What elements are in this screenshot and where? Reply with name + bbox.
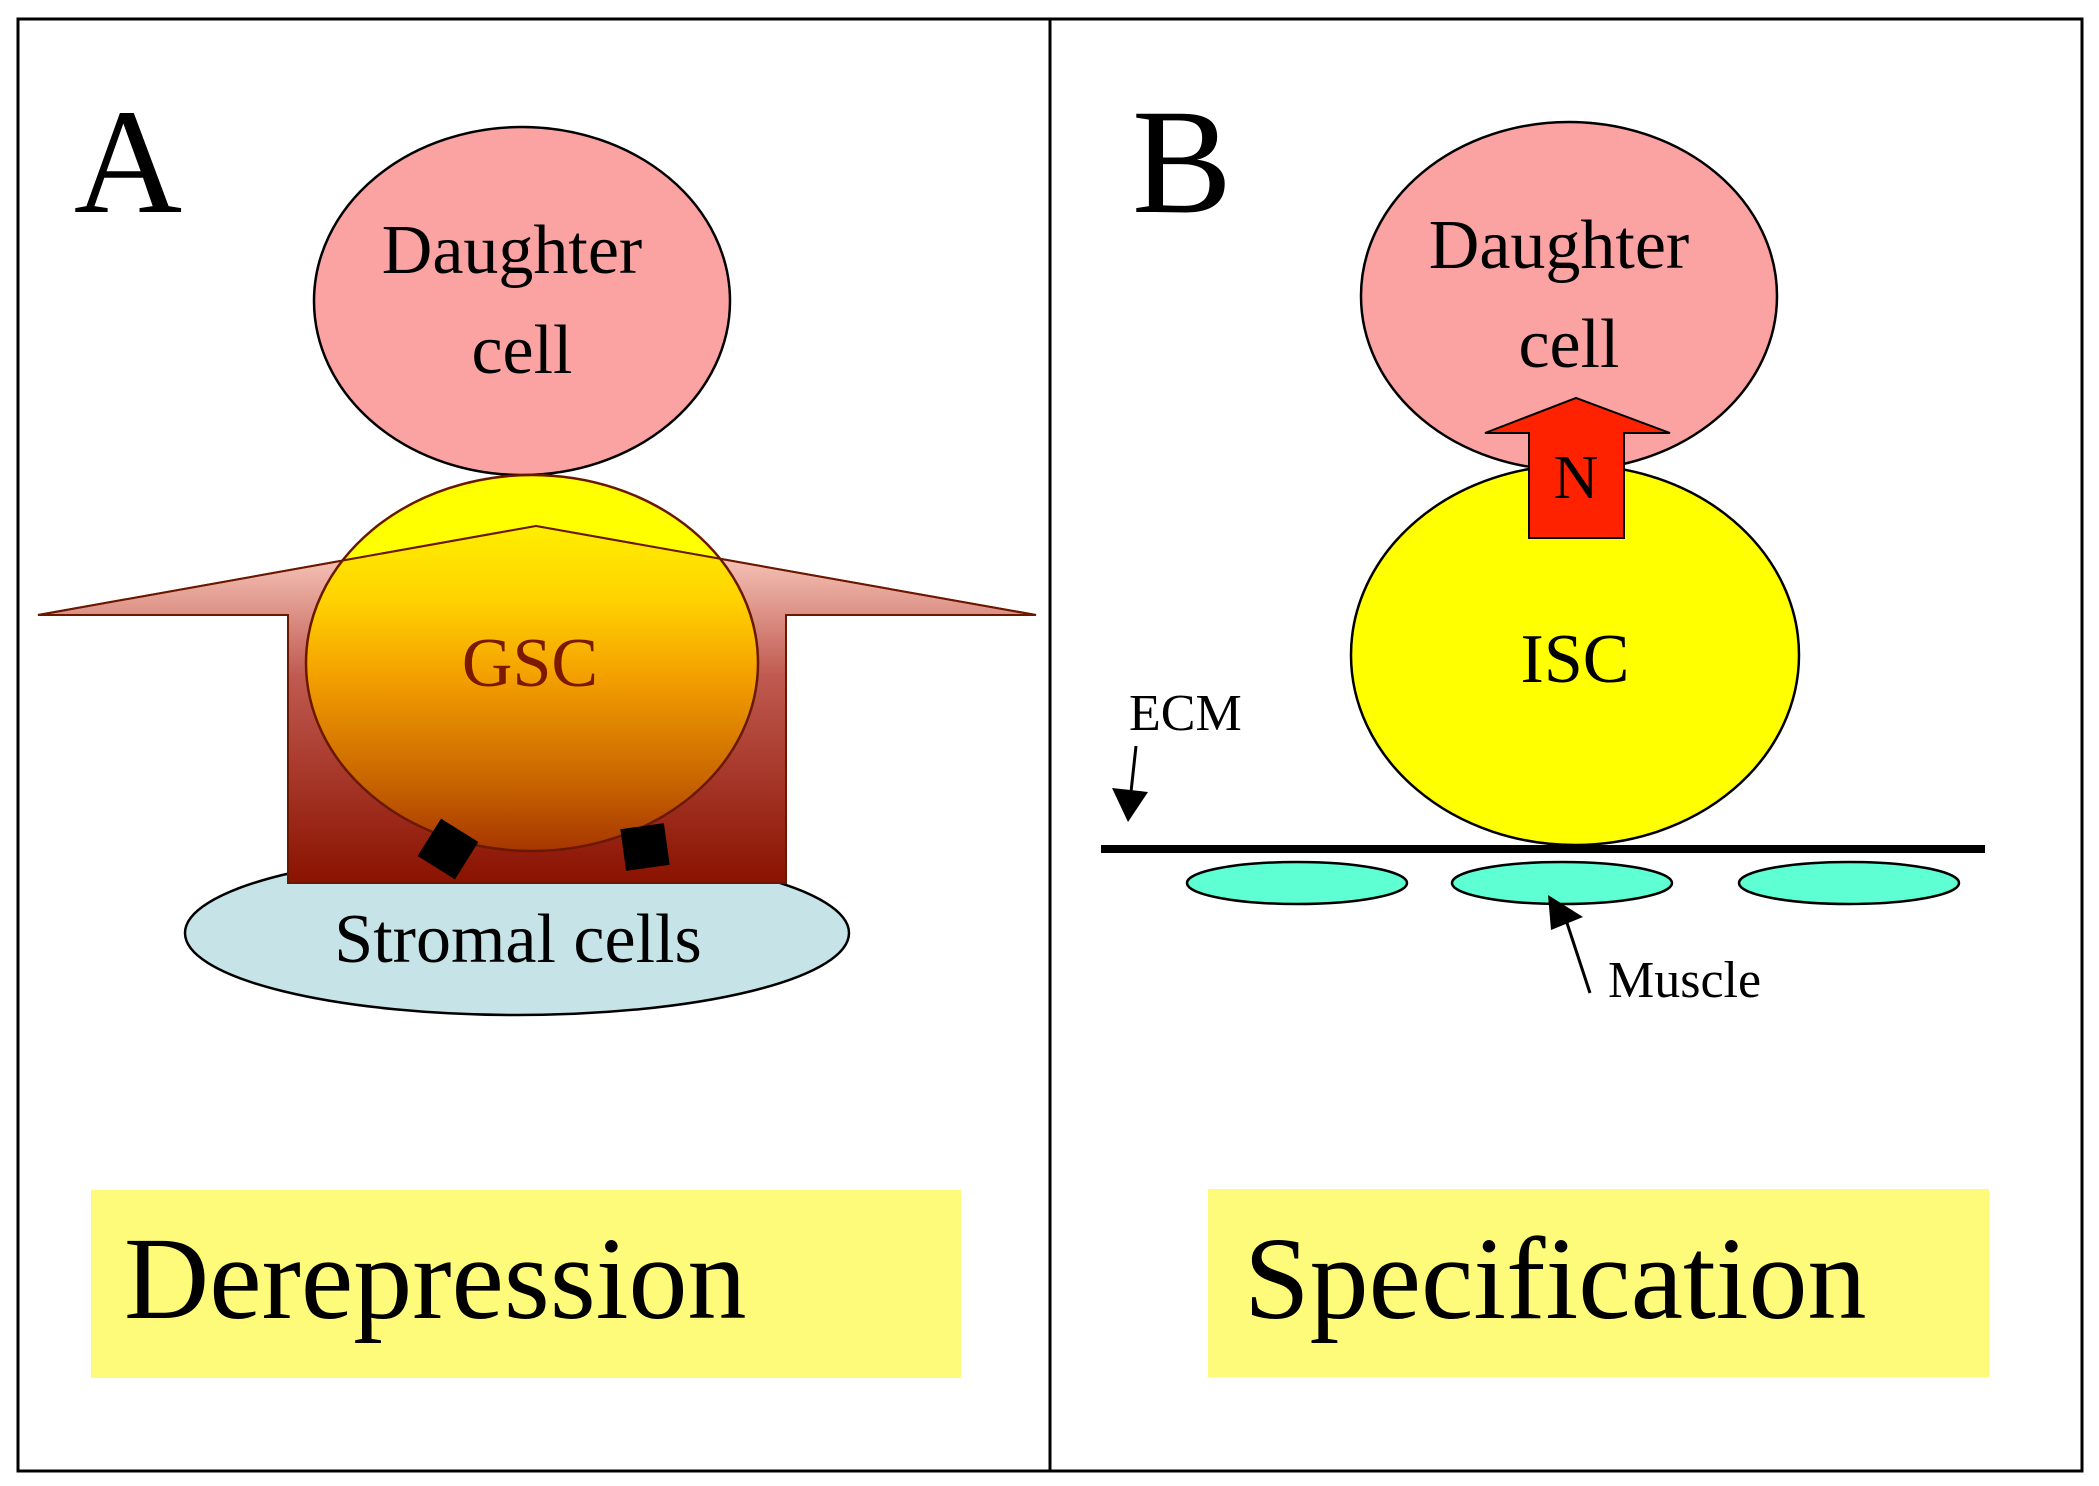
panel-a-mode-box: [91, 1190, 961, 1378]
panel-a: A Daughter cell GSC Stromal cells Derepr…: [37, 79, 1037, 1378]
panel-a-letter: A: [74, 79, 182, 245]
panel-b-daughter-label-line1: Daughter: [1429, 207, 1689, 284]
panel-b-mode-box: [1208, 1189, 1989, 1377]
panel-b-notch-label: N: [1554, 444, 1599, 512]
panel-a-daughter-cell: [312, 125, 732, 477]
panel-b-letter: B: [1132, 79, 1232, 245]
panel-b-ecm-pointer-head: [1112, 788, 1148, 822]
panel-a-gsc-outline: [304, 473, 760, 853]
panel-b-muscle-cell-right: [1737, 860, 1961, 906]
panel-b-muscle-label: Muscle: [1608, 952, 1761, 1009]
panel-b-muscle-pointer-head: [1548, 895, 1583, 930]
panel-b-muscle-cell-left: [1185, 860, 1409, 906]
panel-b-daughter-label-line2: cell: [1518, 306, 1619, 383]
panel-a-arrow-outline: [37, 524, 1037, 884]
panel-b-notch-signal-arrow: [1484, 396, 1671, 539]
panel-a-daughter-label-line2: cell: [471, 312, 572, 389]
panel-b-muscle-cell-middle: [1450, 860, 1674, 906]
panel-a-adhesion-junction-left: [417, 818, 479, 880]
panel-b-mode-label: Specification: [1244, 1213, 1867, 1344]
panel-a-mode-label: Derepression: [124, 1213, 747, 1344]
panel-a-gsc-overlap: [306, 526, 758, 851]
panel-b-muscle-pointer-line: [1565, 922, 1592, 994]
panel-b-ecm-label: ECM: [1129, 685, 1242, 742]
panel-b-ecm-pointer-line: [1129, 745, 1138, 793]
panel-b-isc-label: ISC: [1521, 621, 1630, 698]
panel-a-adhesion-junction-right: [620, 823, 670, 871]
panel-b: B N Daughter cell ISC ECM Muscle Specifi…: [1101, 79, 1989, 1377]
panel-a-stromal-label: Stromal cells: [334, 901, 701, 978]
panel-a-gsc-label: GSC: [462, 625, 598, 702]
panel-a-daughter-label-line1: Daughter: [382, 212, 642, 289]
